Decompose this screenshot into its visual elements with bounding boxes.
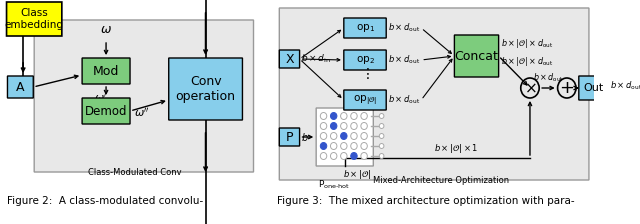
Circle shape xyxy=(330,112,337,119)
Circle shape xyxy=(320,142,327,149)
Text: Class
embedding: Class embedding xyxy=(4,8,64,30)
Circle shape xyxy=(361,142,367,149)
Circle shape xyxy=(330,142,337,149)
Circle shape xyxy=(351,153,357,159)
Text: Class-Modulated Conv: Class-Modulated Conv xyxy=(88,168,181,177)
Circle shape xyxy=(340,112,347,119)
Text: $b \times d_{\rm out}$: $b \times d_{\rm out}$ xyxy=(388,94,420,106)
FancyBboxPatch shape xyxy=(6,2,62,36)
Text: A: A xyxy=(16,80,24,93)
Text: Conv
operation: Conv operation xyxy=(175,75,236,103)
Text: $b \times |{\cal O}| \times d_{\rm out}$: $b \times |{\cal O}| \times d_{\rm out}$ xyxy=(501,54,554,67)
Circle shape xyxy=(351,112,357,119)
Text: $b \times |{\cal O}| \times 1$: $b \times |{\cal O}| \times 1$ xyxy=(434,142,478,155)
Text: $\omega'$: $\omega'$ xyxy=(93,91,108,104)
Circle shape xyxy=(351,133,357,140)
Text: Demod: Demod xyxy=(85,105,127,118)
Circle shape xyxy=(320,112,327,119)
FancyBboxPatch shape xyxy=(279,8,589,180)
Circle shape xyxy=(330,133,337,140)
Circle shape xyxy=(351,123,357,129)
FancyBboxPatch shape xyxy=(279,128,300,146)
FancyBboxPatch shape xyxy=(8,76,33,98)
Circle shape xyxy=(340,142,347,149)
Text: $b \times |{\cal O}|$: $b \times |{\cal O}|$ xyxy=(343,168,371,181)
Text: Figure 3:  The mixed architecture optimization with para-: Figure 3: The mixed architecture optimiz… xyxy=(276,196,574,206)
Text: Figure 2:  A class-modulated convolu-: Figure 2: A class-modulated convolu- xyxy=(8,196,204,206)
Text: $b \times d_{\rm out}$: $b \times d_{\rm out}$ xyxy=(388,22,420,34)
Text: ${\rm op}_{|{\cal O}|}$: ${\rm op}_{|{\cal O}|}$ xyxy=(353,93,377,107)
Text: Mixed-Architecture Optimization: Mixed-Architecture Optimization xyxy=(373,176,509,185)
Text: $b$: $b$ xyxy=(301,131,309,143)
Circle shape xyxy=(380,153,384,159)
Circle shape xyxy=(330,123,337,129)
Text: $b \times d_{\rm out}$: $b \times d_{\rm out}$ xyxy=(533,72,564,84)
Circle shape xyxy=(361,123,367,129)
Text: ${\rm P_{one\text{-}hot}}$: ${\rm P_{one\text{-}hot}}$ xyxy=(318,178,350,190)
FancyBboxPatch shape xyxy=(316,108,373,166)
Circle shape xyxy=(380,144,384,149)
Text: $b \times |{\cal O}| \times d_{\rm out}$: $b \times |{\cal O}| \times d_{\rm out}$ xyxy=(501,37,554,50)
Circle shape xyxy=(340,123,347,129)
FancyBboxPatch shape xyxy=(279,50,300,68)
Text: ${\rm op}_1$: ${\rm op}_1$ xyxy=(355,22,374,34)
FancyBboxPatch shape xyxy=(169,58,243,120)
Circle shape xyxy=(380,114,384,118)
Circle shape xyxy=(380,123,384,129)
Text: Concat: Concat xyxy=(454,50,499,62)
Text: $\times$: $\times$ xyxy=(524,80,536,95)
Text: $b \times d_{\rm in}$: $b \times d_{\rm in}$ xyxy=(301,53,332,65)
Circle shape xyxy=(361,133,367,140)
Text: Out: Out xyxy=(584,83,604,93)
Text: $+$: $+$ xyxy=(559,79,574,97)
FancyBboxPatch shape xyxy=(344,50,386,70)
Text: $\omega''$: $\omega''$ xyxy=(134,106,150,118)
FancyBboxPatch shape xyxy=(579,76,608,100)
FancyBboxPatch shape xyxy=(344,90,386,110)
Circle shape xyxy=(340,133,347,140)
Text: $b \times d_{\rm out}$: $b \times d_{\rm out}$ xyxy=(388,54,420,66)
Circle shape xyxy=(320,133,327,140)
Circle shape xyxy=(361,112,367,119)
Text: X: X xyxy=(285,52,294,65)
Text: $\vdots$: $\vdots$ xyxy=(360,65,370,80)
FancyBboxPatch shape xyxy=(82,98,130,124)
Circle shape xyxy=(340,153,347,159)
Circle shape xyxy=(361,153,367,159)
Circle shape xyxy=(320,153,327,159)
Circle shape xyxy=(330,153,337,159)
Text: ${\rm op}_2$: ${\rm op}_2$ xyxy=(356,54,374,66)
FancyBboxPatch shape xyxy=(344,18,386,38)
Text: P: P xyxy=(285,131,293,144)
Circle shape xyxy=(380,134,384,138)
Text: $\omega$: $\omega$ xyxy=(100,23,112,36)
FancyBboxPatch shape xyxy=(454,35,499,77)
Circle shape xyxy=(351,142,357,149)
Circle shape xyxy=(320,123,327,129)
FancyBboxPatch shape xyxy=(34,20,253,172)
Text: $b \times d_{\rm out}$: $b \times d_{\rm out}$ xyxy=(610,80,640,92)
FancyBboxPatch shape xyxy=(82,58,130,84)
Text: Mod: Mod xyxy=(93,65,119,78)
